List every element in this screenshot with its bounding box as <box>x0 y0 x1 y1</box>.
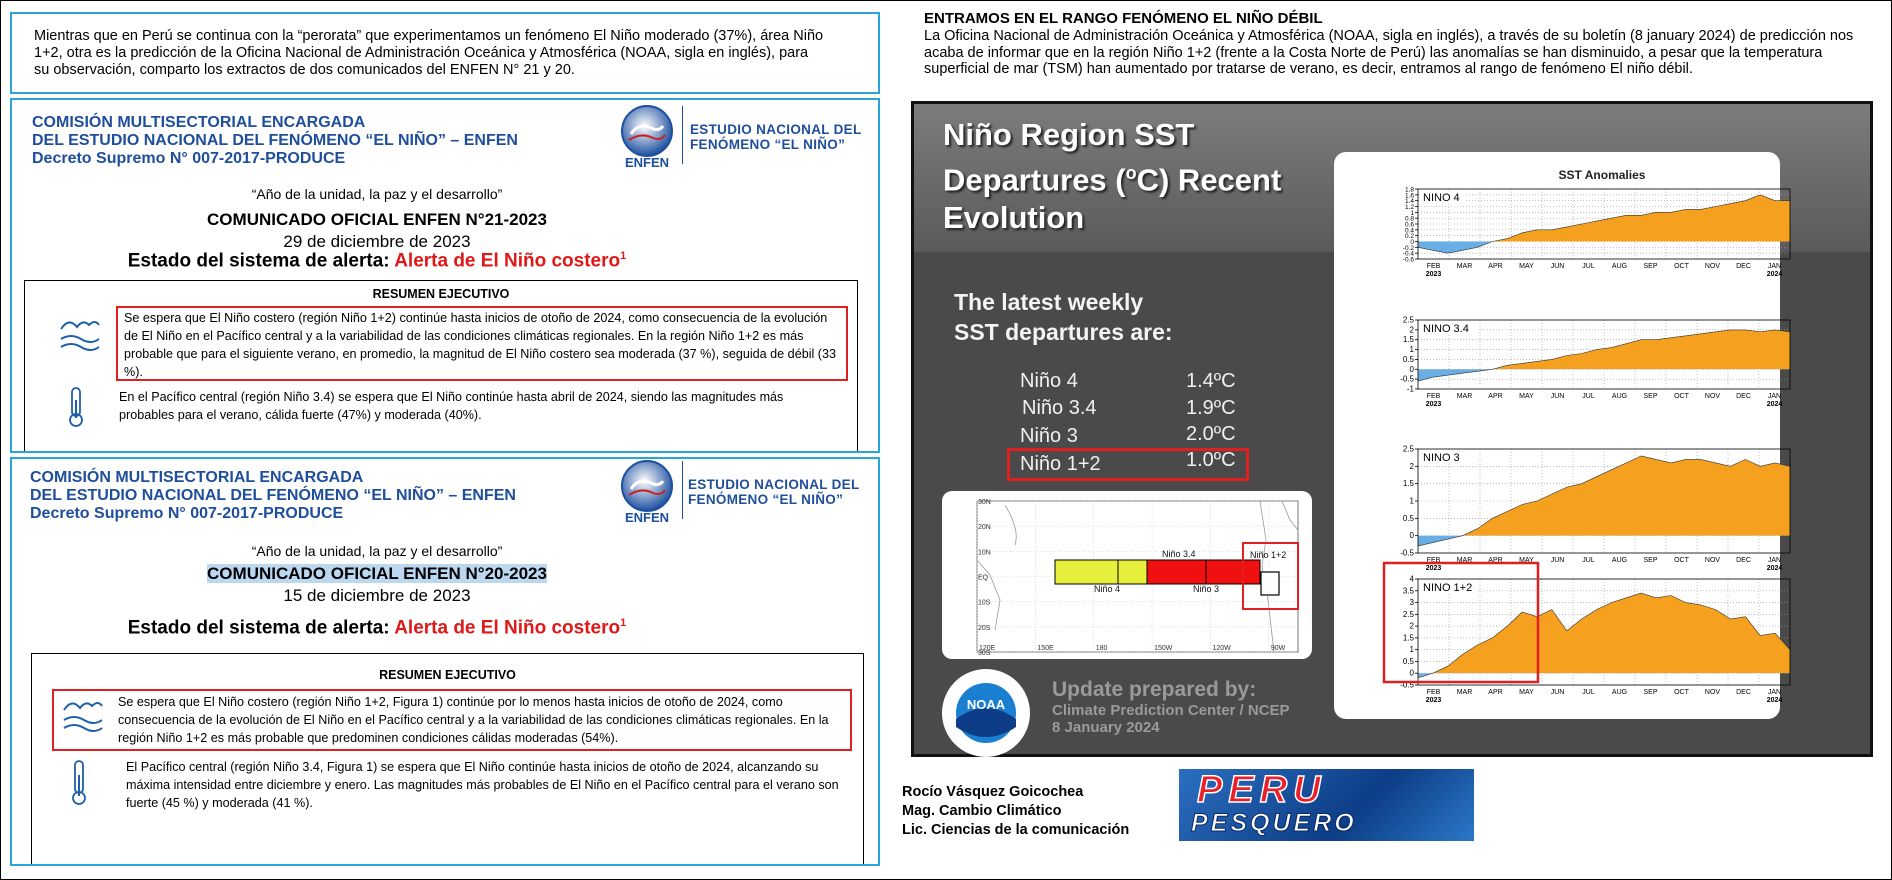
highlight-paragraph: Se espera que El Niño costero (región Ni… <box>116 306 848 381</box>
highlight-paragraph: Se espera que El Niño costero (región Ni… <box>52 689 852 751</box>
footnote: 1 <box>620 617 627 629</box>
enfen-logo: ENFEN <box>621 105 673 170</box>
comunicado-title: COMUNICADO OFICIAL ENFEN N°20-2023 <box>207 564 547 583</box>
table-cell: 1.0ºC <box>1186 449 1236 471</box>
logo-word: PESQUERO <box>1191 809 1357 838</box>
title-line: Evolution <box>943 200 1085 236</box>
table-cell: Niño 1+2 <box>1020 453 1101 475</box>
update-note: Update prepared by: Climate Prediction C… <box>1052 678 1290 736</box>
peru-pesquero-logo: PERU PESQUERO <box>1179 769 1474 841</box>
header-line: DEL ESTUDIO NACIONAL DEL FENÓMENO “EL NI… <box>30 487 516 504</box>
header-line: COMISIÓN MULTISECTORIAL ENCARGADA <box>32 114 366 131</box>
highlight-box <box>1007 448 1249 481</box>
alert-level: Alerta de El Niño costero <box>394 617 621 639</box>
caption-line: ESTUDIO NACIONAL DEL <box>688 477 860 492</box>
title-line: Niño Region SST <box>943 117 1195 152</box>
comunicado-date: 29 de diciembre de 2023 <box>283 232 471 251</box>
article-body: La Oficina Nacional de Administración Oc… <box>924 28 1854 77</box>
slide-title: Niño Region SST Departures (oC) Recent E… <box>943 116 1281 237</box>
title-part: Departures ( <box>943 162 1126 198</box>
status-label: Estado del sistema de alerta: <box>127 250 390 272</box>
thermometer-icon <box>72 760 86 805</box>
degree-sup: o <box>1125 163 1137 183</box>
author: Rocío Vásquez Goicochea Mag. Cambio Clim… <box>902 783 1129 840</box>
enfen-logo: ENFEN <box>621 460 673 525</box>
header-line: Decreto Supremo N° 007-2017-PRODUCE <box>30 505 344 522</box>
wave-icon <box>60 321 100 351</box>
author-line: Lic. Ciencias de la comunicación <box>902 822 1130 838</box>
motto: “Año de la unidad, la paz y el desarroll… <box>251 543 503 559</box>
update-line: Update prepared by: <box>1052 678 1257 701</box>
motto: “Año de la unidad, la paz y el desarroll… <box>251 186 503 202</box>
comunicado-box: COMISIÓN MULTISECTORIAL ENCARGADA DEL ES… <box>10 457 880 866</box>
author-line: Mag. Cambio Climático <box>902 803 1062 819</box>
header-line: COMISIÓN MULTISECTORIAL ENCARGADA <box>30 469 364 486</box>
table-cell: 1.4ºC <box>1186 370 1236 392</box>
noaa-text: NOAA <box>967 697 1006 712</box>
table-cell: 2.0ºC <box>1186 423 1236 445</box>
logo-caption: ESTUDIO NACIONAL DEL FENÓMENO “EL NIÑO” <box>690 122 862 152</box>
intro-text: Mientras que en Perú se continua con la … <box>34 28 824 78</box>
update-line: 8 January 2024 <box>1052 719 1160 736</box>
logo-caption: ESTUDIO NACIONAL DEL FENÓMENO “EL NIÑO” <box>688 477 860 507</box>
table-cell: Niño 4 <box>1020 370 1078 392</box>
logo-text: ENFEN <box>625 510 669 525</box>
noaa-logo: NOAA <box>942 669 1030 757</box>
thermometer-icon <box>69 387 83 427</box>
caption-line: ESTUDIO NACIONAL DEL <box>690 122 862 137</box>
comunicado-date: 15 de diciembre de 2023 <box>283 586 471 605</box>
chart-panel <box>1334 152 1780 719</box>
paragraph: En el Pacífico central (región Niño 3.4)… <box>119 390 784 422</box>
enfen-header: COMISIÓN MULTISECTORIAL ENCARGADA DEL ES… <box>30 469 516 523</box>
summary-title: RESUMEN EJECUTIVO <box>379 668 516 682</box>
author-line: Rocío Vásquez Goicochea <box>902 784 1084 800</box>
summary-box: RESUMEN EJECUTIVO Se espera que El Niño … <box>24 280 858 451</box>
header-line: DEL ESTUDIO NACIONAL DEL FENÓMENO “EL NI… <box>32 132 518 149</box>
summary-box: RESUMEN EJECUTIVO Se espera que El Niño … <box>31 653 864 864</box>
latest-line: The latest weekly <box>954 289 1144 315</box>
logo-text: ENFEN <box>625 155 669 170</box>
status-label: Estado del sistema de alerta: <box>127 617 390 639</box>
paragraph: El Pacífico central (región Niño 3.4, Fi… <box>126 760 839 810</box>
alert-status: Estado del sistema de alerta: Alerta de … <box>12 250 742 272</box>
divider <box>682 106 683 164</box>
alert-level: Alerta de El Niño costero <box>394 250 621 272</box>
intro-box: Mientras que en Perú se continua con la … <box>10 12 880 94</box>
divider <box>682 461 683 519</box>
comunicado-title-wrap: COMUNICADO OFICIAL ENFEN N°20-2023 <box>12 564 742 584</box>
wave-icon <box>63 702 103 732</box>
comunicado-box: COMISIÓN MULTISECTORIAL ENCARGADA DEL ES… <box>10 98 880 453</box>
comunicado-title: COMUNICADO OFICIAL ENFEN N°21-2023 <box>207 210 547 229</box>
header-line: Decreto Supremo N° 007-2017-PRODUCE <box>32 150 346 167</box>
caption-line: FENÓMENO “EL NIÑO” <box>690 137 846 152</box>
article-heading: ENTRAMOS EN EL RANGO FENÓMENO EL NIÑO DÉ… <box>924 10 1323 27</box>
logo-word: PERU <box>1196 769 1327 812</box>
alert-status: Estado del sistema de alerta: Alerta de … <box>12 617 742 639</box>
slide: Niño Region SST Departures (oC) Recent E… <box>911 101 1873 757</box>
table-cell: Niño 3 <box>1020 425 1078 447</box>
latest-line: SST departures are: <box>954 319 1173 345</box>
map-panel <box>942 491 1312 659</box>
enfen-header: COMISIÓN MULTISECTORIAL ENCARGADA DEL ES… <box>32 114 518 168</box>
summary-title: RESUMEN EJECUTIVO <box>372 287 510 301</box>
title-part: C) Recent <box>1136 162 1282 198</box>
latest-heading: The latest weekly SST departures are: <box>954 287 1173 347</box>
update-line: Climate Prediction Center / NCEP <box>1052 702 1290 719</box>
table-cell: 1.9ºC <box>1186 397 1236 419</box>
caption-line: FENÓMENO “EL NIÑO” <box>688 492 844 507</box>
footnote: 1 <box>620 250 627 262</box>
title-line: Departures (oC) Recent <box>943 154 1281 199</box>
table-cell: Niño 3.4 <box>1022 397 1097 419</box>
